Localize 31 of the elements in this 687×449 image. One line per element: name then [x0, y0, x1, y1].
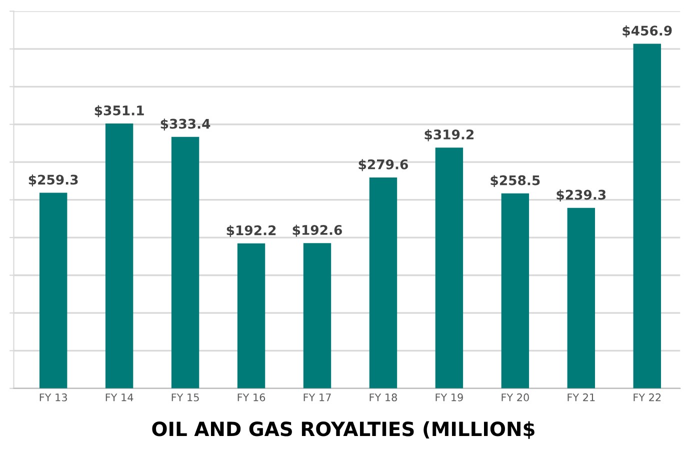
x-tick-label: FY 19	[436, 393, 463, 402]
data-label: $333.4	[160, 118, 210, 131]
data-label: $351.1	[94, 105, 144, 118]
data-label: $192.6	[292, 224, 342, 237]
data-label: $259.3	[28, 174, 78, 186]
bar	[105, 124, 134, 388]
bar	[567, 208, 596, 388]
data-label: $258.5	[490, 175, 540, 188]
x-tick-label: FY 13	[40, 393, 67, 402]
x-tick-label: FY 14	[106, 394, 134, 402]
x-tick-label: FY 21	[568, 393, 595, 402]
bar	[171, 136, 200, 388]
x-tick-label: FY 16	[238, 393, 266, 402]
data-label: $456.9	[622, 25, 672, 38]
x-tick-label: FY 22	[634, 393, 661, 402]
x-tick-label: FY 17	[304, 394, 331, 402]
data-label: $279.6	[358, 159, 408, 172]
bar	[303, 243, 332, 388]
bar	[501, 193, 530, 388]
bar	[435, 148, 464, 388]
bar	[369, 177, 398, 388]
x-tick-label: FY 18	[370, 393, 397, 402]
data-label: $192.2	[226, 225, 276, 238]
text: OIL AND GAS ROYALTIES (MILLION$	[152, 421, 534, 439]
x-tick-label: FY 15	[172, 394, 199, 402]
bar	[237, 243, 266, 388]
x-tick-label: FY 20	[502, 393, 529, 402]
data-label: $239.3	[556, 190, 606, 202]
bar	[633, 44, 661, 388]
bar	[39, 192, 68, 388]
data-label: $319.2	[424, 129, 474, 142]
